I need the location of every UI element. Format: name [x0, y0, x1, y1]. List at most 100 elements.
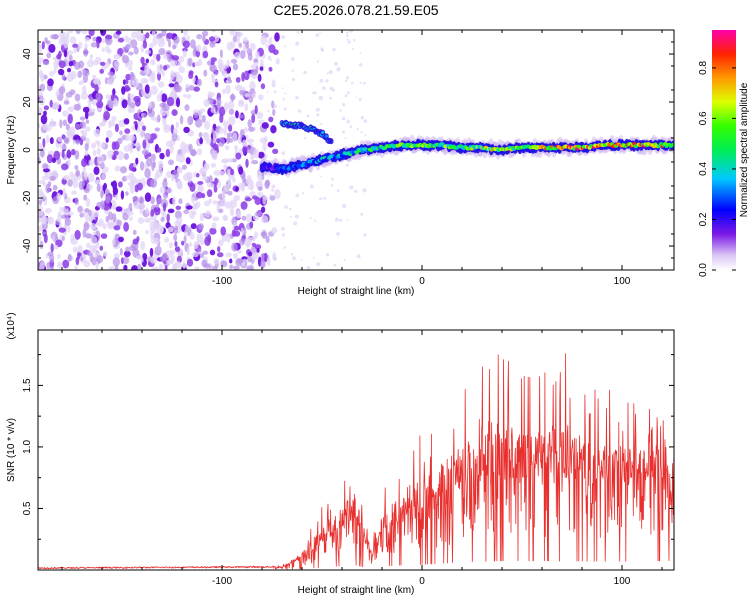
noise-speck: [249, 221, 254, 229]
noise-speck: [85, 233, 93, 239]
noise-speck: [40, 73, 45, 83]
noise-speck: [62, 259, 70, 269]
noise-speck: [353, 38, 356, 42]
noise-speck: [145, 32, 150, 39]
noise-speck: [329, 96, 332, 100]
noise-speck: [142, 139, 147, 149]
spec-ytick-label: 40: [22, 48, 33, 60]
noise-speck: [258, 151, 265, 159]
noise-speck: [198, 113, 203, 119]
noise-speck: [178, 198, 183, 205]
noise-speck: [223, 126, 228, 136]
noise-speck: [246, 265, 254, 270]
noise-speck: [173, 128, 178, 135]
noise-speck: [189, 242, 193, 247]
noise-speck: [61, 235, 65, 242]
noise-speck: [233, 252, 239, 259]
noise-speck: [179, 55, 185, 63]
noise-speck: [211, 30, 216, 33]
noise-speck: [105, 34, 113, 40]
noise-speck: [106, 129, 113, 139]
noise-speck: [72, 179, 79, 189]
noise-speck: [316, 262, 321, 267]
noise-speck: [209, 227, 217, 235]
noise-speck: [261, 215, 269, 224]
noise-speck: [192, 76, 196, 84]
noise-speck: [213, 170, 221, 176]
noise-speck: [284, 92, 287, 95]
noise-speck: [313, 91, 317, 95]
noise-speck: [346, 119, 351, 124]
noise-speck: [152, 30, 156, 38]
noise-speck: [67, 179, 73, 187]
noise-speck: [158, 160, 164, 170]
noise-speck: [100, 30, 107, 36]
noise-speck: [40, 148, 45, 158]
noise-speck: [113, 253, 121, 259]
noise-speck: [257, 73, 262, 82]
noise-speck: [170, 70, 175, 81]
snr-xtick-label: -100: [212, 576, 232, 587]
noise-speck: [197, 184, 205, 193]
noise-speck: [260, 259, 266, 269]
noise-speck: [291, 77, 296, 81]
noise-speck: [186, 247, 190, 256]
noise-speck: [47, 150, 55, 155]
noise-speck: [211, 150, 218, 161]
noise-speck: [38, 61, 42, 66]
noise-speck: [212, 130, 218, 141]
noise-speck: [318, 95, 323, 101]
noise-speck: [117, 37, 124, 43]
noise-speck: [144, 217, 152, 223]
noise-speck: [194, 61, 201, 66]
noise-speck: [167, 226, 174, 233]
noise-speck: [113, 225, 121, 231]
noise-speck: [184, 104, 190, 111]
noise-speck: [49, 137, 54, 145]
noise-speck: [90, 236, 98, 245]
noise-speck: [251, 160, 259, 165]
spectrogram-ylabel: Frequency (Hz): [6, 116, 17, 185]
noise-speck: [93, 166, 100, 175]
noise-speck: [332, 47, 336, 52]
noise-speck: [241, 173, 246, 184]
noise-speck: [49, 266, 54, 270]
noise-speck: [163, 202, 167, 212]
snr-xtick-label: 0: [419, 576, 425, 587]
noise-speck: [150, 85, 158, 95]
noise-speck: [84, 111, 89, 120]
noise-speck: [342, 103, 346, 107]
noise-speck: [94, 179, 100, 185]
noise-speck: [71, 190, 77, 195]
noise-speck: [126, 211, 134, 216]
noise-speck: [290, 253, 294, 256]
noise-speck: [182, 40, 190, 49]
noise-speck: [250, 64, 257, 69]
noise-speck: [42, 138, 46, 148]
noise-speck: [363, 81, 366, 85]
noise-speck: [43, 233, 48, 244]
noise-speck: [117, 137, 123, 144]
noise-speck: [53, 59, 59, 70]
noise-speck: [328, 70, 333, 75]
noise-speck: [166, 96, 175, 107]
noise-speck: [356, 254, 361, 259]
noise-speck: [268, 44, 276, 54]
noise-speck: [140, 56, 145, 64]
noise-speck: [88, 184, 93, 191]
noise-speck: [295, 95, 299, 100]
noise-speck: [174, 246, 181, 252]
noise-speck: [300, 259, 303, 261]
noise-speck: [320, 47, 324, 51]
noise-speck: [333, 61, 339, 66]
noise-speck: [78, 80, 85, 85]
noise-speck: [65, 123, 70, 131]
noise-speck: [149, 247, 154, 257]
noise-speck: [218, 239, 224, 247]
noise-speck: [260, 231, 267, 237]
noise-speck: [74, 150, 80, 160]
noise-speck: [83, 260, 91, 268]
noise-speck: [263, 135, 268, 144]
noise-speck: [158, 263, 164, 270]
noise-speck: [187, 176, 192, 183]
